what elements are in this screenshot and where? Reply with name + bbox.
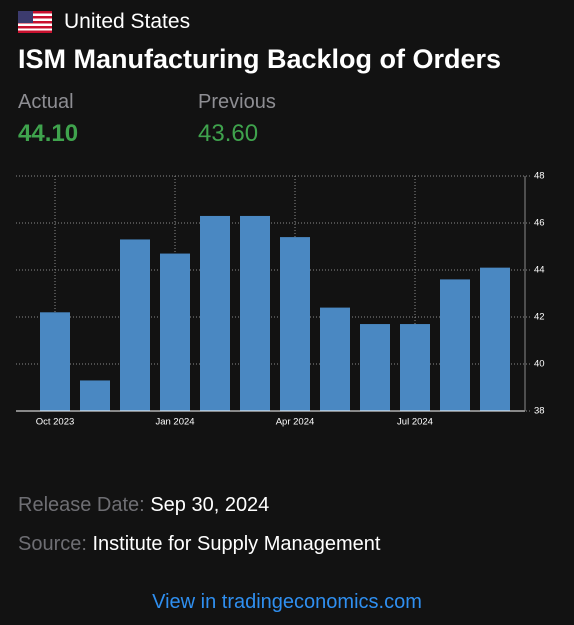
chart: 38 40 42 44 46 48 Oct 2023 Jan 2024 Apr 2024 Jul … [16,171,545,428]
y-tick-label: 48 [534,171,545,182]
release-date: Sep 30, 2024 [150,494,270,516]
y-tick-label: 44 [534,265,545,276]
country: United States [64,10,191,33]
x-tick-label: Apr 2024 [276,417,315,428]
source: Source: Institute for Supply Management [18,533,380,556]
bar [400,324,430,411]
bar [240,215,270,411]
x-tick-label: Jan 2024 [155,417,194,428]
previous-label: Previous [198,91,276,113]
bar [80,380,110,411]
x-tick-label: Oct 2023 [36,417,75,428]
bar [40,312,70,411]
bar [120,239,150,411]
flag [18,11,52,33]
release: Release Date: Sep 30, 2024 [18,494,269,517]
source-label: Source: [18,533,87,555]
y-tick-label: 46 [534,218,545,229]
actual-value: 44.10 [18,120,79,147]
bar [360,324,390,411]
previous-value: 43.60 [198,120,259,147]
bar [200,215,230,411]
y-tick-label: 38 [534,406,545,417]
bar [160,253,190,411]
title: ISM Manufacturing Backlog of Orders [18,44,502,74]
actual-label: Actual [18,91,74,113]
bar [280,237,310,411]
release-label: Release Date: [18,494,145,516]
y-tick-label: 42 [534,312,545,323]
bar [480,267,510,411]
link[interactable]: View in tradingeconomics.com [152,591,422,613]
x-tick-label: Jul 2024 [397,417,433,428]
bar [320,307,350,411]
source-name: Institute for Supply Management [92,533,381,555]
bar [440,279,470,411]
y-tick-label: 40 [534,359,545,370]
